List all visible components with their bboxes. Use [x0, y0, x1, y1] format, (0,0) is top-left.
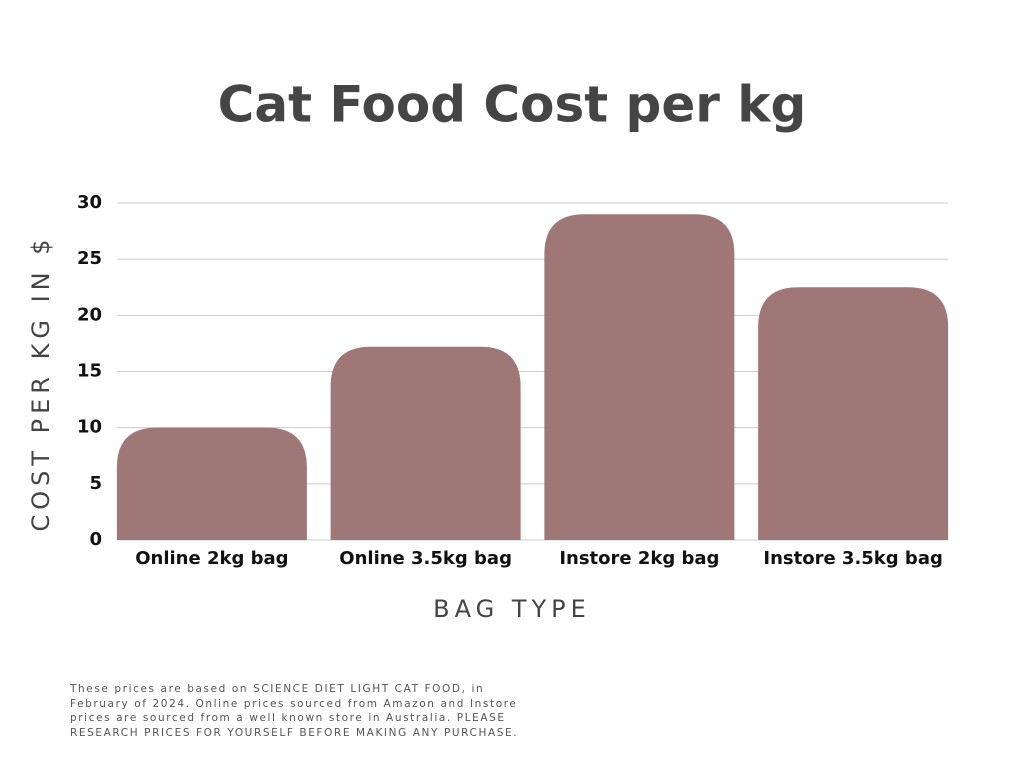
y-tick-label: 15	[77, 361, 102, 382]
y-axis-label: COST PER KG IN $	[27, 234, 55, 531]
y-tick-label: 0	[89, 529, 102, 550]
x-tick-label: Online 2kg bag	[135, 548, 288, 569]
x-tick-label: Online 3.5kg bag	[339, 548, 512, 569]
x-axis-label: BAG TYPE	[433, 595, 591, 623]
x-tick-label: Instore 3.5kg bag	[763, 548, 942, 569]
chart-title: Cat Food Cost per kg	[218, 76, 807, 134]
y-tick-label: 25	[77, 248, 102, 269]
x-tick-label: Instore 2kg bag	[559, 548, 719, 569]
y-tick-label: 10	[77, 417, 102, 438]
bar	[116, 427, 307, 540]
bar	[544, 214, 735, 540]
bar	[330, 346, 521, 540]
y-tick-label: 30	[77, 192, 102, 213]
footnote: These prices are based on SCIENCE DIET L…	[70, 683, 519, 739]
bar	[758, 287, 949, 540]
y-tick-label: 20	[77, 304, 102, 325]
y-tick-label: 5	[89, 473, 102, 494]
